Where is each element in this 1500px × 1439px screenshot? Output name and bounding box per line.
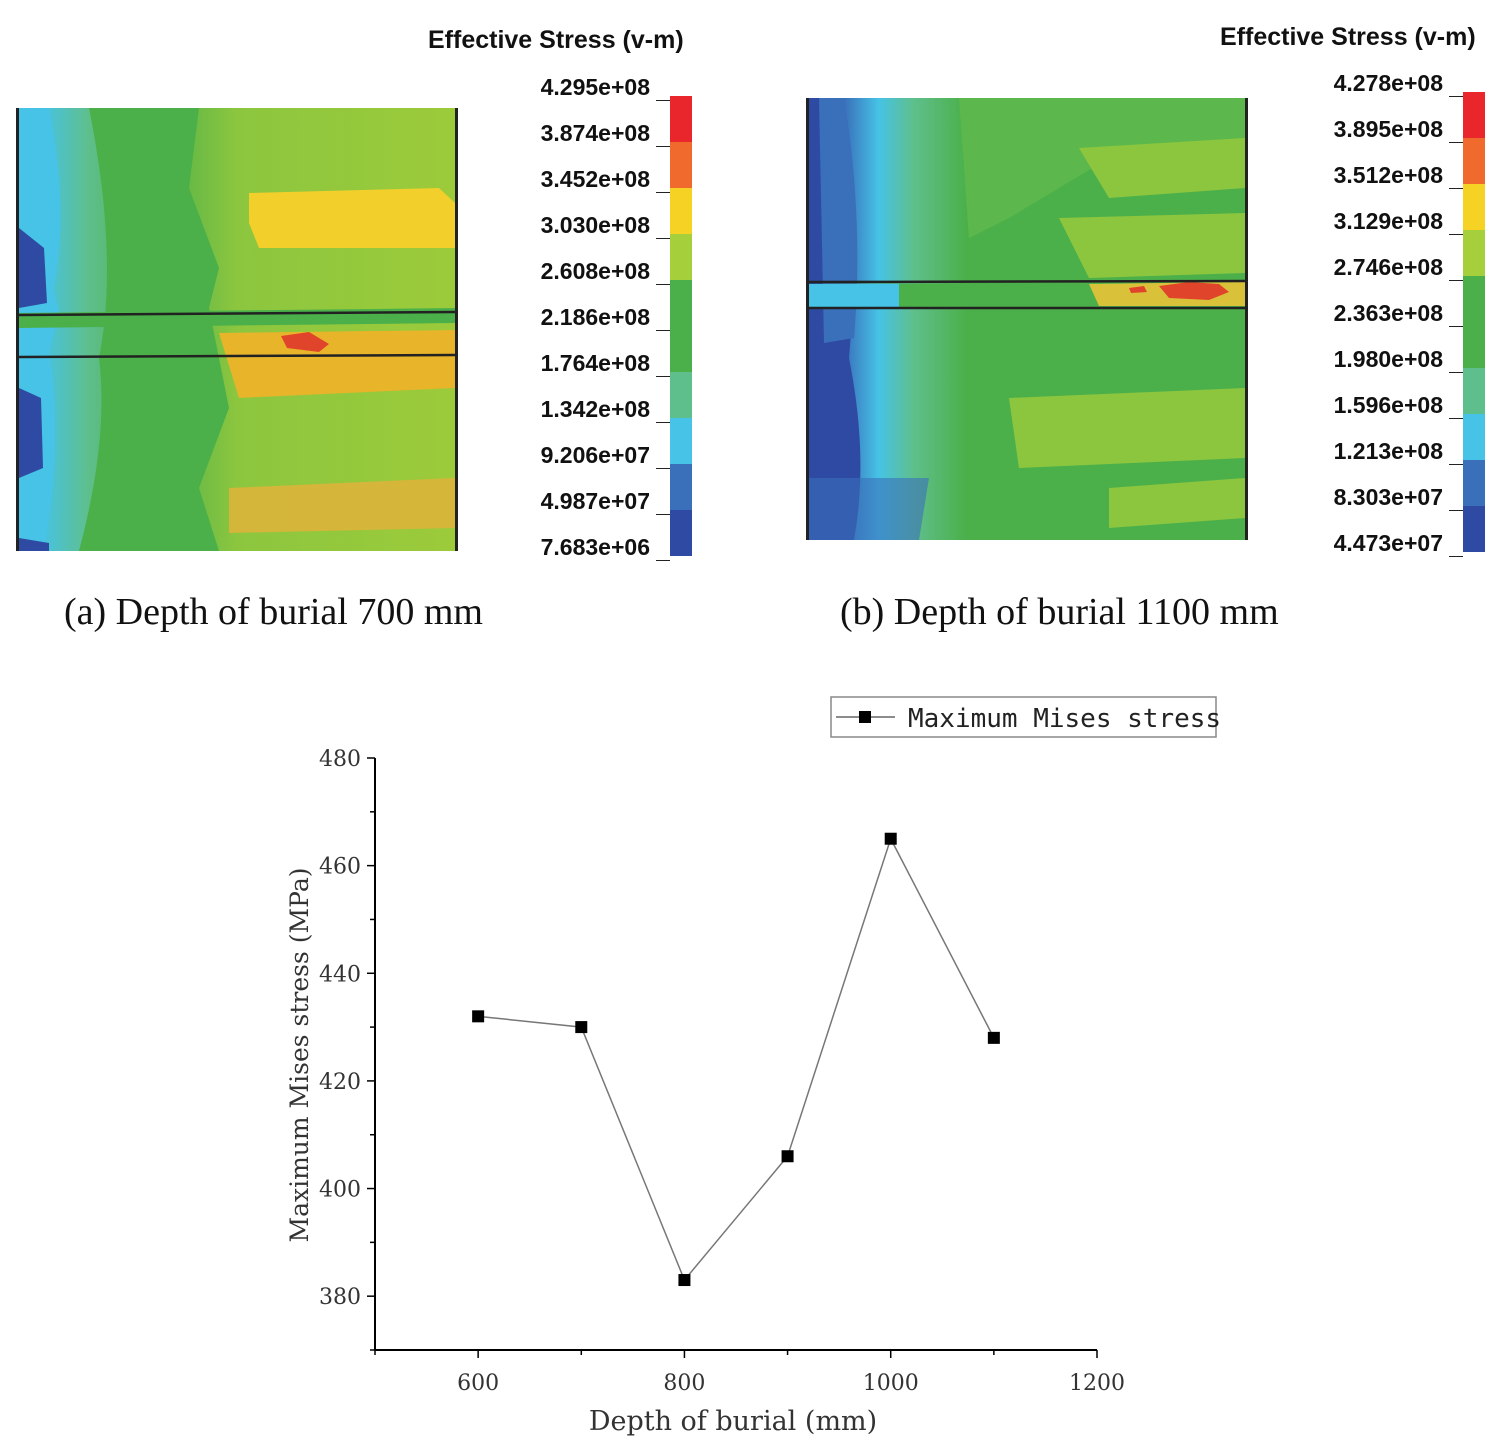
- legend-label: 4.473e+07: [1333, 530, 1443, 556]
- scale-segment: [1463, 414, 1485, 460]
- legend-label: 1.764e+08: [540, 350, 650, 376]
- legend-title-b: Effective Stress (v-m): [1220, 23, 1476, 51]
- chart-legend: Maximum Mises stress: [830, 696, 1221, 738]
- legend-title-a: Effective Stress (v-m): [428, 26, 684, 54]
- legend-label: 3.452e+08: [540, 166, 650, 192]
- caption-b: (b) Depth of burial 1100 mm: [840, 591, 1279, 633]
- scale-segment: [1463, 276, 1485, 368]
- legend-label: 2.608e+08: [540, 258, 650, 284]
- scale-segment: [1463, 230, 1485, 276]
- data-point: [575, 1021, 588, 1034]
- contour-b-graphic: [809, 98, 1245, 540]
- legend-label: 2.746e+08: [1333, 254, 1443, 280]
- scale-segment: [1463, 368, 1485, 414]
- data-point: [884, 832, 897, 845]
- legend-label: 3.512e+08: [1333, 162, 1443, 188]
- scale-segment: [670, 142, 692, 188]
- contour-a-graphic: [19, 108, 455, 551]
- y-tick-label: 440: [319, 962, 361, 987]
- legend-label: 1.213e+08: [1333, 438, 1443, 464]
- y-tick-label: 380: [319, 1285, 361, 1310]
- legend-label: 7.683e+06: [540, 534, 650, 560]
- x-axis-label: Depth of burial (mm): [589, 1406, 877, 1437]
- scale-segment: [670, 510, 692, 556]
- caption-a: (a) Depth of burial 700 mm: [64, 591, 483, 633]
- legend-label: 1.342e+08: [540, 396, 650, 422]
- data-point: [781, 1150, 794, 1163]
- x-tick-label: 600: [457, 1371, 499, 1396]
- x-tick-label: 1000: [863, 1371, 919, 1396]
- scale-segment: [670, 372, 692, 418]
- legend-series-label: Maximum Mises stress: [908, 704, 1221, 734]
- scale-segment: [670, 464, 692, 510]
- scale-segment: [1463, 92, 1485, 138]
- y-tick-label: 400: [319, 1178, 361, 1203]
- legend-label: 3.874e+08: [540, 120, 650, 146]
- scale-segment: [670, 418, 692, 464]
- scale-segment: [1463, 138, 1485, 184]
- legend-label: 4.987e+07: [540, 488, 650, 514]
- scale-segment: [670, 188, 692, 234]
- stress-contour-plot-b: [806, 98, 1248, 540]
- legend-label: 2.186e+08: [540, 304, 650, 330]
- series-maximum-mises-stress: [472, 832, 1000, 1287]
- y-axis-label: Maximum Mises stress (MPa): [285, 868, 314, 1243]
- x-tick-label: 1200: [1069, 1371, 1125, 1396]
- scale-segment: [670, 234, 692, 280]
- legend-frame: [830, 696, 1217, 738]
- legend-label: 4.278e+08: [1333, 70, 1443, 96]
- scale-segment: [670, 280, 692, 372]
- scale-segment: [670, 96, 692, 142]
- data-point: [678, 1274, 691, 1287]
- legend-label: 8.303e+07: [1333, 484, 1443, 510]
- x-axis-ticks: 600 800 1000 1200: [374, 1350, 1125, 1396]
- scale-segment: [1463, 184, 1485, 230]
- legend-marker-sample: [859, 711, 871, 723]
- y-tick-label: 480: [319, 747, 361, 772]
- color-scale-bar-b: [1463, 92, 1485, 552]
- legend-label: 9.206e+07: [540, 442, 650, 468]
- data-point: [987, 1031, 1000, 1044]
- legend-label: 3.030e+08: [540, 212, 650, 238]
- y-tick-label: 460: [319, 855, 361, 880]
- stress-contour-plot-a: [16, 108, 458, 551]
- legend-label: 1.980e+08: [1333, 346, 1443, 372]
- data-point: [472, 1010, 485, 1023]
- color-scale-bar-a: [670, 96, 692, 556]
- series-line: [478, 836, 995, 1282]
- legend-label: 4.295e+08: [540, 74, 650, 100]
- y-axis-ticks: 380 400 420 440 460 480: [319, 747, 375, 1351]
- legend-label: 1.596e+08: [1333, 392, 1443, 418]
- scale-segment: [1463, 506, 1485, 552]
- scale-segment: [1463, 460, 1485, 506]
- y-tick-label: 420: [319, 1070, 361, 1095]
- legend-label: 3.129e+08: [1333, 208, 1443, 234]
- x-tick-label: 800: [663, 1371, 705, 1396]
- legend-label: 2.363e+08: [1333, 300, 1443, 326]
- legend-label: 3.895e+08: [1333, 116, 1443, 142]
